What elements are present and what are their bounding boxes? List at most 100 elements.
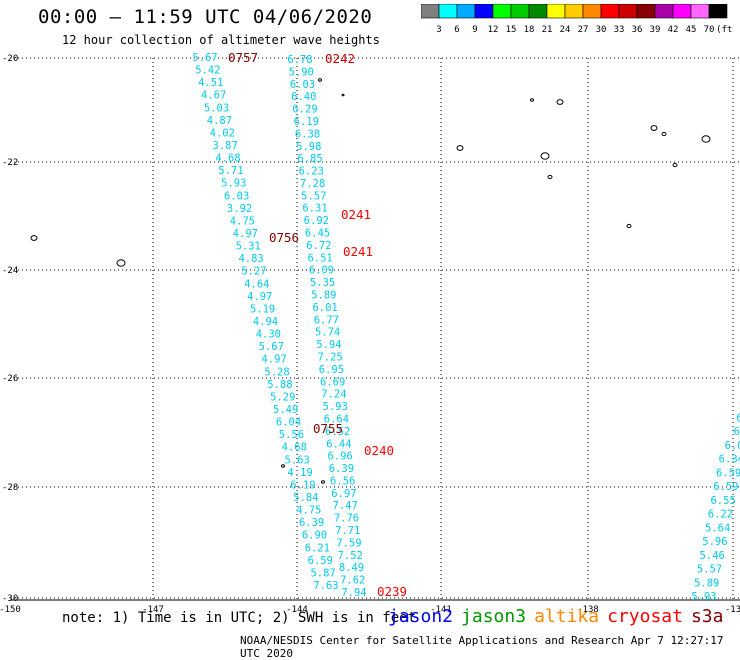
latitude-label: -24 [2,266,18,276]
swh-value-track-a: 5.56 [279,429,304,441]
swh-value-track-b: 6.72 [306,240,331,252]
swh-value-track-b: 6.56 [330,475,355,487]
swh-value-track-a: 4.02 [210,127,235,139]
swh-value-track-a: 4.97 [233,228,258,240]
swh-value-track-a: 5.63 [285,454,310,466]
longitude-label: -150 [0,605,21,615]
swh-value-track-a: 6.21 [305,542,330,554]
swh-value-track-a: 4.97 [261,354,286,366]
island-outline [672,162,678,168]
swh-value-track-c: 5.96 [702,536,727,548]
swh-value-track-a: 4.75 [230,215,255,227]
island-outline [626,223,632,229]
longitude-label: -144 [286,605,308,615]
longitude-label: -13 [725,605,740,615]
pass-time-label: 0241 [343,244,373,259]
island-outline [530,98,534,102]
swh-value-track-b: 6.45 [305,228,330,240]
swh-value-track-a: 5.27 [241,266,266,278]
swh-value-track-c: 5.46 [700,550,725,562]
island-outline [650,125,658,131]
swh-value-track-c: 5.64 [705,522,730,534]
swh-value-track-a: 5.67 [259,341,284,353]
swh-value-track-a: 3.92 [227,203,252,215]
swh-value-track-a: 6.04 [276,417,301,429]
swh-value-track-a: 4.68 [215,153,240,165]
altimeter-tracks: 5.675.424.514.675.034.874.023.874.685.71… [192,52,740,603]
swh-value-track-b: 5.74 [315,327,340,339]
swh-value-track-b: 7.24 [321,389,346,401]
swh-value-track-c: 6.59 [716,467,740,479]
legend-tick-label: 45 [686,25,697,34]
swh-value-track-b: 6.64 [324,413,349,425]
swh-value-track-b: 5.35 [310,277,335,289]
swh-value-track-c: 5.89 [694,577,719,589]
swh-value-track-b: 7.71 [335,525,360,537]
swh-value-track-a: 5.03 [204,102,229,114]
swh-value-track-c: 6.0 [725,440,740,452]
legend-tick-label: 33 [614,25,625,34]
legend-tick-label: 30 [596,25,607,34]
credit-line: NOAA/NESDIS Center for Satellite Applica… [240,634,724,660]
swh-value-track-c: 6.59 [713,481,738,493]
latitude-label: -26 [2,374,18,384]
swh-value-track-b: 6.95 [319,364,344,376]
swh-value-track-b: 6.85 [297,153,322,165]
swh-value-track-a: 4.97 [247,291,272,303]
island-outline [341,93,345,97]
swh-value-track-a: 5.87 [310,567,335,579]
swh-value-track-a: 5.88 [267,379,292,391]
swh-value-track-a: 5.67 [192,52,217,64]
swh-value-track-b: 6.77 [314,314,339,326]
island-outline [547,174,553,180]
swh-value-track-a: 5.49 [273,404,298,416]
swh-value-track-b: 6.96 [328,451,353,463]
island-outline [281,464,285,468]
legend-tick-label: 6 [454,25,459,34]
latitude-label: -30 [2,594,18,604]
legend-tick-label: 12 [488,25,499,34]
swh-value-track-b: 8.49 [339,562,364,574]
swh-value-track-c: 5.93 [691,591,716,603]
legend-tick-label: 70 [704,25,715,34]
footnote: note: 1) Time is in UTC; 2) SWH is in fe… [62,610,417,626]
island-outline [318,78,322,82]
swh-value-track-c: 6.34 [719,454,740,466]
swh-value-track-c: 6 [736,412,740,424]
legend-tick-label: 39 [650,25,661,34]
swh-value-track-b: 7.28 [300,178,325,190]
pass-time-label: 0757 [228,50,258,65]
island-outline [456,145,464,151]
swh-value-track-a: 6.03 [224,190,249,202]
island-outline [116,259,126,267]
swh-value-track-b: 6.52 [325,426,350,438]
swh-value-track-b: 6.92 [304,215,329,227]
island-outlines [30,78,711,484]
legend-swatch [708,4,728,19]
legend-tick-label: 18 [524,25,535,34]
pass-time-label: 0756 [269,230,299,245]
swh-value-track-a: 7.63 [313,580,338,592]
swh-value-track-a: 5.93 [221,178,246,190]
satellite-legend-cryosat: cryosat [607,606,683,627]
swh-value-track-b: 6.09 [309,265,334,277]
pass-time-label: 0239 [377,584,407,599]
island-outline [30,235,38,241]
island-outline [540,152,550,160]
swh-value-track-b: 7.62 [340,575,365,587]
swh-value-track-b: 6.31 [302,203,327,215]
legend-tick-label: 9 [472,25,477,34]
swh-value-track-b: 5.89 [311,290,336,302]
latitude-label: -28 [2,483,18,493]
swh-value-track-c: 5.57 [697,564,722,576]
swh-value-track-b: 6.19 [294,116,319,128]
swh-value-track-a: 4.87 [207,115,232,127]
swh-value-track-b: 5.93 [323,401,348,413]
swh-value-track-a: 6.90 [302,530,327,542]
pass-time-label: 0241 [341,207,371,222]
pass-time-label: 0242 [325,51,355,66]
page-title: 00:00 – 11:59 UTC 04/06/2020 [38,6,373,28]
satellite-legend-s3a: s3a [690,606,724,627]
swh-value-track-c: 6.55 [710,495,735,507]
